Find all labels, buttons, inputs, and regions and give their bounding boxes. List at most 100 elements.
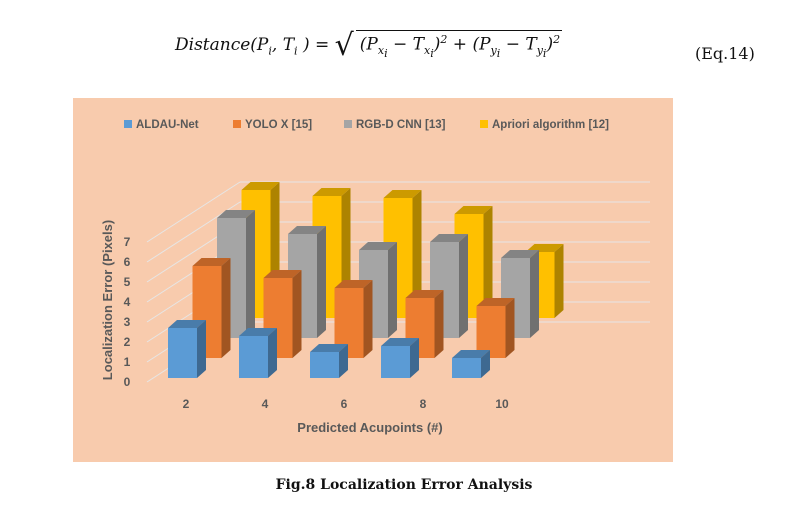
bar-top: [310, 344, 348, 352]
bar-top: [476, 298, 515, 306]
bar-top: [217, 210, 255, 218]
sqrt-sign: √: [334, 28, 354, 63]
bar-top: [168, 320, 206, 328]
eq-term: − T: [500, 35, 537, 55]
eq-sub: i: [542, 47, 547, 61]
legend-label: ALDAU-Net: [136, 119, 199, 131]
legend-swatch: [480, 120, 488, 128]
bar-side: [483, 206, 493, 318]
eq-sub: x: [377, 44, 385, 58]
eq-radicand: (Pxi − Txi)2 + (Pyi − Tyi)2: [355, 30, 563, 61]
figure-caption: Fig.8 Localization Error Analysis: [275, 477, 533, 493]
y-tick-label: 0: [124, 375, 131, 389]
bar-side: [434, 290, 444, 358]
legend-swatch: [233, 120, 241, 128]
x-tick-label: 10: [495, 397, 509, 411]
bar-top: [312, 188, 351, 196]
bar-front: [168, 328, 197, 378]
eq-sub: i: [294, 44, 298, 58]
bar-top: [430, 234, 468, 242]
bar: [381, 338, 419, 378]
bar-side: [481, 350, 490, 378]
bar-side: [363, 280, 373, 358]
bar: [452, 350, 490, 378]
bar-front: [310, 352, 339, 378]
eq-term: (P: [472, 35, 491, 55]
bar-top: [334, 280, 373, 288]
legend-label: YOLO X [15]: [245, 119, 312, 131]
eq-term: ): [433, 35, 441, 55]
bar-front: [452, 358, 481, 378]
bar-front: [239, 336, 268, 378]
eq-sub: y: [490, 44, 497, 58]
legend-swatch: [344, 120, 352, 128]
x-tick-label: 4: [262, 397, 269, 411]
bar-top: [501, 250, 539, 258]
bar-side: [197, 320, 206, 378]
equation-number: (Eq.14): [695, 44, 755, 63]
bars: [168, 182, 564, 378]
eq-lhs-mid: , T: [271, 35, 295, 55]
legend: ALDAU-Net YOLO X [15] RGB-D CNN [13] Aprior…: [124, 119, 609, 131]
bar-top: [454, 206, 493, 214]
bar-top: [359, 242, 397, 250]
localization-error-chart: ALDAU-Net YOLO X [15] RGB-D CNN [13] Aprior…: [73, 98, 673, 462]
bar-side: [221, 258, 231, 358]
series-aldau-net: [168, 320, 490, 378]
bar-side: [388, 242, 397, 338]
y-tick-label: 4: [124, 295, 131, 309]
x-axis-title: Predicted Acupoints (#): [297, 420, 442, 435]
y-tick-label: 5: [124, 275, 131, 289]
eq-sub: y: [536, 44, 543, 58]
eq-term: − T: [387, 35, 425, 55]
bar-front: [476, 306, 506, 358]
x-tick-label: 6: [341, 397, 348, 411]
bar-side: [292, 270, 302, 358]
bar-side: [459, 234, 468, 338]
bar-top: [239, 328, 277, 336]
eq-equals: ) =: [297, 35, 330, 55]
x-tick-label: 8: [420, 397, 427, 411]
eq-term: ): [546, 35, 554, 55]
bar-front: [381, 346, 410, 378]
bar-top: [381, 338, 419, 346]
eq-sub: i: [430, 47, 434, 61]
bar-top: [383, 190, 422, 198]
bar: [476, 298, 515, 358]
bar-top: [288, 226, 326, 234]
bar-side: [410, 338, 419, 378]
y-tick-label: 7: [124, 235, 131, 249]
bar-side: [339, 344, 348, 378]
bar-side: [554, 244, 564, 318]
bar-top: [263, 270, 302, 278]
legend-label: Apriori algorithm [12]: [492, 119, 609, 131]
eq-sub: i: [384, 47, 388, 61]
eq-sub: x: [424, 44, 431, 58]
bar-side: [268, 328, 277, 378]
eq-sub: i: [496, 47, 501, 61]
bar: [263, 270, 302, 358]
bar-top: [452, 350, 490, 358]
legend-label: RGB-D CNN [13]: [356, 119, 446, 131]
bar-side: [530, 250, 539, 338]
y-tick-label: 6: [124, 255, 131, 269]
eq-plus: +: [447, 35, 473, 55]
legend-swatch: [124, 120, 132, 128]
gridline-side: [146, 181, 241, 243]
x-tick-label: 2: [183, 397, 190, 411]
bar-side: [412, 190, 422, 318]
bar-top: [192, 258, 231, 266]
y-tick-label: 3: [124, 315, 131, 329]
bar-top: [405, 290, 444, 298]
y-tick-labels: 0 1 2 3 4 5 6 7: [124, 235, 131, 389]
x-tick-labels: 2 4 6 8 10: [183, 397, 509, 411]
y-axis-title: Localization Error (Pixels): [100, 220, 115, 380]
bar: [239, 328, 277, 378]
bar-top: [241, 182, 280, 190]
eq-exp: 2: [440, 33, 448, 47]
eq-sub: i: [268, 44, 272, 58]
y-tick-label: 1: [124, 355, 131, 369]
bar-side: [505, 298, 515, 358]
eq-term: (P: [359, 35, 378, 55]
bar: [310, 344, 348, 378]
